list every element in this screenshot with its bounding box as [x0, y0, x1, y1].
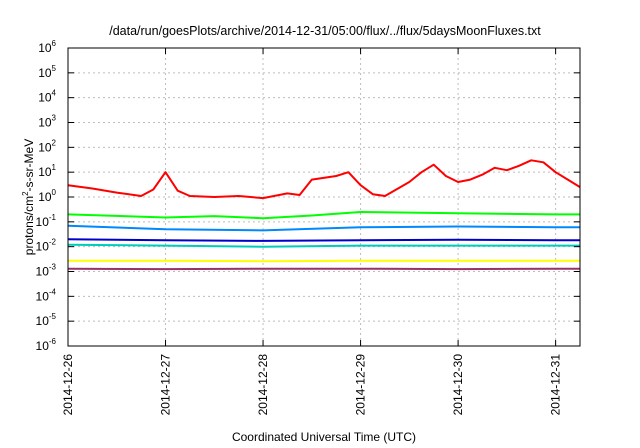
y-tick-label: 10-3 [36, 263, 57, 279]
x-tick-label: 2014-12-27 [159, 354, 173, 416]
series-line-1 [67, 159, 581, 200]
y-axis-label-sup: 2 [21, 191, 30, 196]
y-tick-label: 102 [38, 138, 56, 154]
y-tick-label: 105 [38, 64, 56, 80]
x-axis-label: Coordinated Universal Time (UTC) [232, 430, 416, 444]
y-tick-label: 101 [38, 163, 56, 179]
y-tick-label: 10-6 [36, 337, 57, 353]
y-tick-label: 100 [38, 188, 56, 204]
y-axis-label: protons/cm2-s-sr-MeV [21, 139, 36, 255]
y-tick-label: 104 [38, 89, 56, 105]
y-tick-label: 10-4 [36, 287, 57, 303]
chart-title: /data/run/goesPlots/archive/2014-12-31/0… [109, 24, 541, 38]
x-tick-label: 2014-12-28 [256, 354, 270, 416]
series-line-3 [67, 224, 580, 232]
y-axis-label-base: protons/cm [22, 196, 36, 255]
x-tick-label: 2014-12-30 [451, 354, 465, 416]
x-tick-labels: 2014-12-26 2014-12-27 2014-12-28 2014-12-29… [61, 354, 563, 416]
y-tick-labels: 10-6 10-5 10-4 10-3 10-2 10-1 100 101 102 103 104 1… [36, 39, 57, 353]
series-line-2 [67, 211, 580, 220]
series-line-4 [67, 238, 580, 242]
grid-lines [68, 48, 580, 346]
series-lines [67, 159, 581, 271]
y-tick-label: 106 [38, 39, 56, 55]
series-line-5 [67, 243, 580, 248]
x-tick-label: 2014-12-31 [549, 354, 563, 416]
x-tick-label: 2014-12-26 [61, 354, 75, 416]
x-tick-label: 2014-12-29 [354, 354, 368, 416]
y-axis-label-rest: -s-sr-MeV [22, 139, 36, 192]
y-tick-label: 10-5 [36, 312, 57, 328]
y-tick-label: 10-2 [36, 238, 57, 254]
axis-ticks [67, 47, 580, 347]
y-tick-label: 103 [38, 114, 56, 130]
y-tick-label: 10-1 [36, 213, 57, 229]
